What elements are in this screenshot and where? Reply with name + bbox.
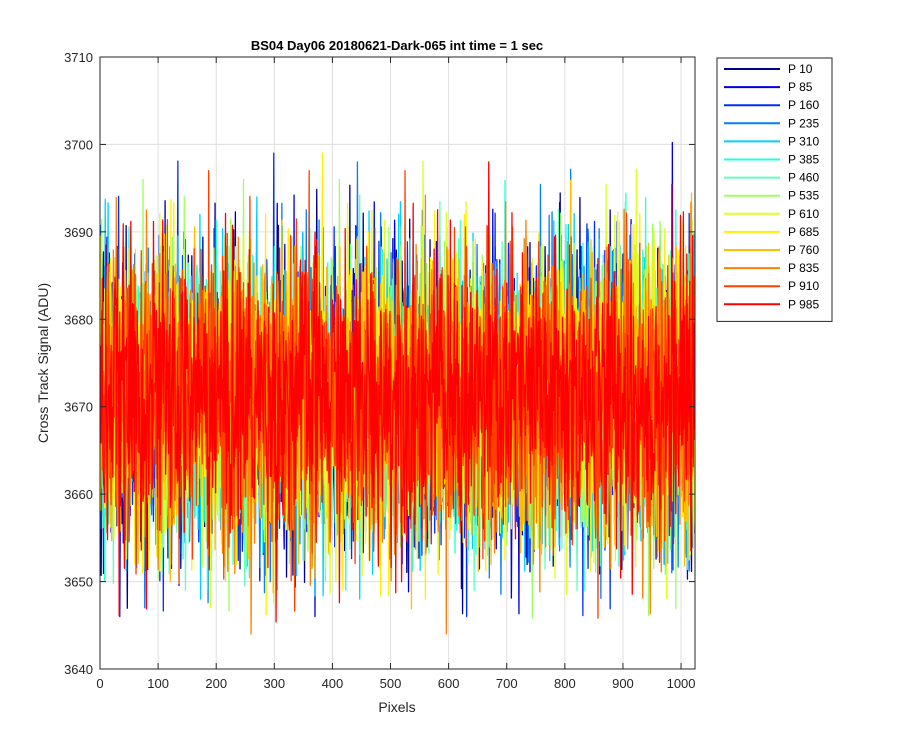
y-tick-label: 3660 <box>64 487 93 502</box>
axes: 0 100 200 300 400 500 600 700 800 900 1000 3640 3650… <box>64 50 695 691</box>
legend: P 10 P 85 P 160 P 235 P 310 P 385 P 460 P 535 P … <box>716 57 833 322</box>
legend-entry-label: P 835 <box>788 261 819 275</box>
series-line-p-835 <box>100 194 695 635</box>
x-tick-label: 100 <box>147 676 169 691</box>
x-tick-label: 300 <box>263 676 285 691</box>
legend-entry-label: P 385 <box>788 153 819 167</box>
x-tick-label: 400 <box>322 676 344 691</box>
x-tick-label: 600 <box>438 676 460 691</box>
plot-area <box>100 141 695 635</box>
x-tick-label: 700 <box>496 676 518 691</box>
x-tick-label: 1000 <box>667 676 696 691</box>
x-tick-label: 800 <box>554 676 576 691</box>
axes-box <box>99 56 696 670</box>
legend-entry-label: P 985 <box>788 297 819 311</box>
legend-entry-label: P 460 <box>788 171 819 185</box>
series-line-p-985 <box>100 161 695 623</box>
legend-entry-label: P 760 <box>788 243 819 257</box>
y-tick-label: 3650 <box>64 575 93 590</box>
x-tick-label: 0 <box>96 676 103 691</box>
y-tick-label: 3680 <box>64 312 93 327</box>
legend-entry-label: P 310 <box>788 134 819 148</box>
legend-entry-label: P 235 <box>788 116 819 130</box>
y-axis-label: Cross Track Signal (ADU) <box>35 283 51 443</box>
legend-entry-label: P 10 <box>788 62 813 76</box>
x-axis-label: Pixels <box>378 699 415 715</box>
y-tick-label: 3640 <box>64 662 93 677</box>
legend-box <box>716 57 833 322</box>
x-tick-label: 900 <box>612 676 634 691</box>
legend-entry-label: P 160 <box>788 98 819 112</box>
x-tick-label: 500 <box>380 676 402 691</box>
y-tick-label: 3670 <box>64 400 93 415</box>
legend-entry-label: P 535 <box>788 189 819 203</box>
legend-entry-label: P 685 <box>788 225 819 239</box>
y-tick-label: 3700 <box>64 137 93 152</box>
y-tick-label: 3710 <box>64 50 93 65</box>
y-tick-label: 3690 <box>64 225 93 240</box>
x-tick-label: 200 <box>205 676 227 691</box>
legend-entry-label: P 910 <box>788 279 819 293</box>
legend-entry-label: P 610 <box>788 207 819 221</box>
chart-title: BS04 Day06 20180621-Dark-065 int time = … <box>251 38 543 53</box>
legend-entry-label: P 85 <box>788 80 813 94</box>
